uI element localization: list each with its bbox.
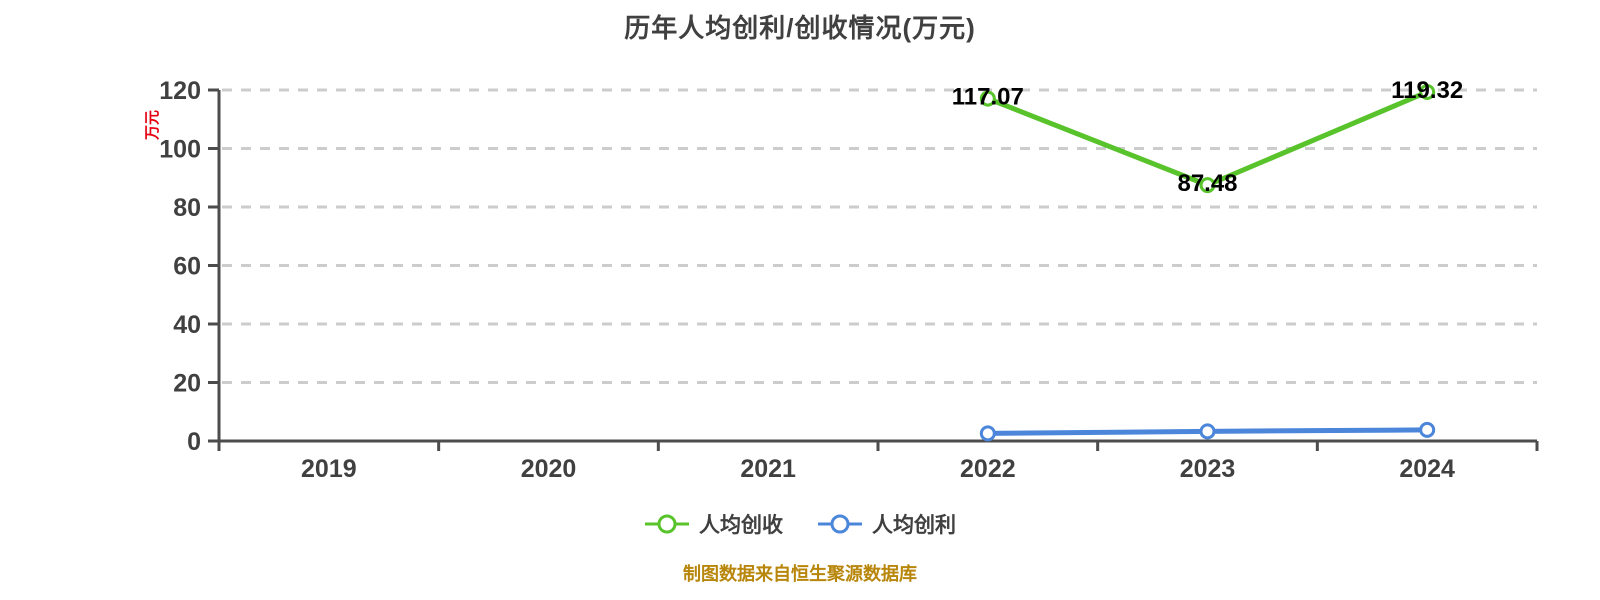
data-point-marker[interactable] [1419, 421, 1436, 438]
series-per-capita-revenue: 117.07 87.48 119.32 [952, 77, 1463, 197]
x-axis-tick-label: 2022 [960, 455, 1016, 483]
y-axis-tick-label: 0 [187, 428, 201, 456]
data-point-label: 119.32 [1391, 77, 1463, 104]
y-axis-tick-label: 100 [159, 136, 201, 164]
series-per-capita-profit [979, 421, 1436, 442]
x-axis-labels: 2019 2020 2021 2022 2023 2024 [301, 455, 1455, 483]
legend: 人均创收 人均创利 [0, 503, 1600, 545]
y-axis-tick-label: 120 [159, 77, 201, 105]
grid-lines [222, 88, 1537, 384]
data-point-marker[interactable] [979, 425, 996, 442]
x-axis-tick-label: 2020 [521, 455, 577, 483]
data-point-marker[interactable] [1419, 83, 1436, 100]
data-point-marker[interactable] [979, 90, 996, 107]
data-point-label: 117.07 [952, 84, 1024, 111]
y-axis-tick-label: 60 [173, 253, 201, 281]
data-point-marker[interactable] [1199, 423, 1216, 440]
y-axis-tick-label: 80 [173, 194, 201, 222]
data-point-marker[interactable] [1199, 177, 1216, 194]
data-source-note: 制图数据来自恒生聚源数据库 [683, 564, 917, 584]
legend-item-per-capita-revenue[interactable]: 人均创收 [644, 509, 783, 539]
y-axis-tick-label: 40 [173, 311, 201, 339]
data-point-label: 87.48 [1177, 170, 1237, 197]
legend-item-per-capita-profit[interactable]: 人均创利 [817, 509, 956, 539]
axes [208, 88, 1539, 451]
y-axis-labels: 0 20 40 60 80 100 120 [159, 77, 201, 456]
x-axis-tick-label: 2021 [740, 455, 796, 483]
y-axis-tick-label: 20 [173, 370, 201, 398]
line-marker-icon [818, 514, 862, 534]
legend-label: 人均创收 [699, 514, 783, 537]
legend-label: 人均创利 [872, 514, 956, 537]
x-axis-tick-label: 2024 [1399, 455, 1455, 483]
x-axis-tick-label: 2023 [1180, 455, 1236, 483]
x-axis-tick-label: 2019 [301, 455, 357, 483]
line-marker-icon [645, 514, 689, 534]
chart-title: 历年人均创利/创收情况(万元) [624, 13, 976, 43]
